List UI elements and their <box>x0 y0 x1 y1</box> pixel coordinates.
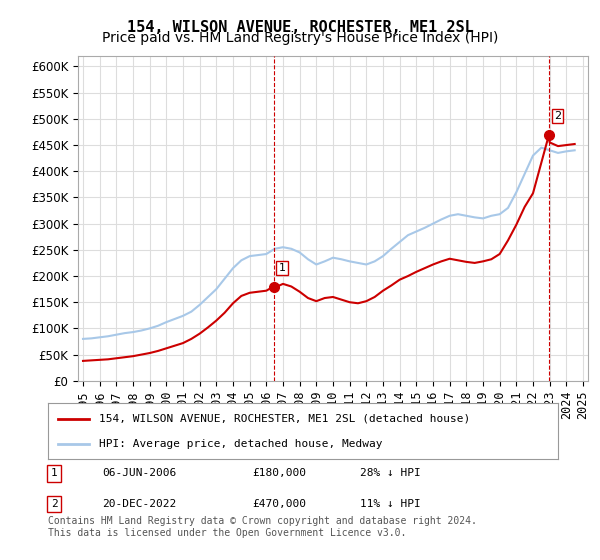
Text: Price paid vs. HM Land Registry's House Price Index (HPI): Price paid vs. HM Land Registry's House … <box>102 31 498 45</box>
Text: 1: 1 <box>50 468 58 478</box>
Text: 154, WILSON AVENUE, ROCHESTER, ME1 2SL: 154, WILSON AVENUE, ROCHESTER, ME1 2SL <box>127 20 473 35</box>
Text: 20-DEC-2022: 20-DEC-2022 <box>102 499 176 509</box>
Text: 1: 1 <box>278 263 286 273</box>
Text: 11% ↓ HPI: 11% ↓ HPI <box>360 499 421 509</box>
Text: HPI: Average price, detached house, Medway: HPI: Average price, detached house, Medw… <box>99 438 383 449</box>
Text: 154, WILSON AVENUE, ROCHESTER, ME1 2SL (detached house): 154, WILSON AVENUE, ROCHESTER, ME1 2SL (… <box>99 414 470 424</box>
Text: 2: 2 <box>50 499 58 509</box>
Text: £470,000: £470,000 <box>252 499 306 509</box>
Text: 2: 2 <box>554 111 561 121</box>
Text: £180,000: £180,000 <box>252 468 306 478</box>
Text: Contains HM Land Registry data © Crown copyright and database right 2024.
This d: Contains HM Land Registry data © Crown c… <box>48 516 477 538</box>
Text: 28% ↓ HPI: 28% ↓ HPI <box>360 468 421 478</box>
Text: 06-JUN-2006: 06-JUN-2006 <box>102 468 176 478</box>
